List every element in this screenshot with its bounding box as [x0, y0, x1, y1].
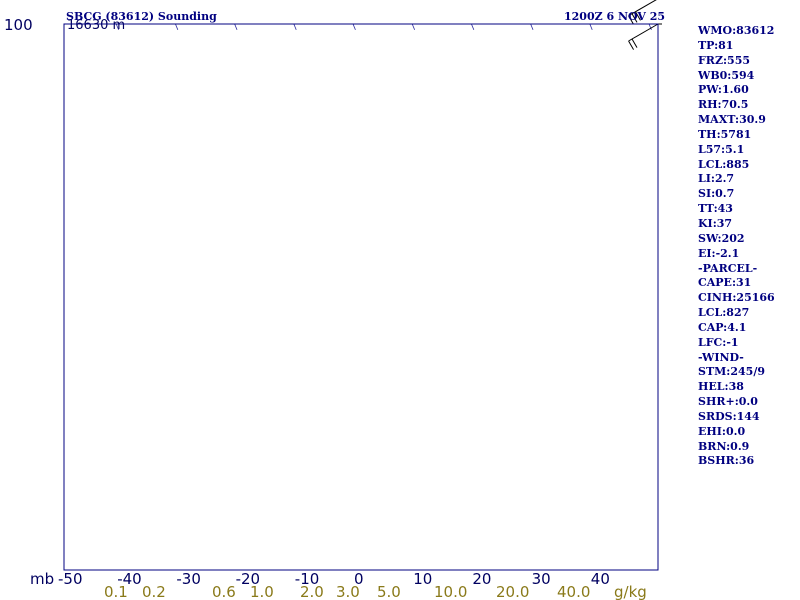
dry-adiabat	[261, 0, 800, 19]
index-item: SHR+:0.0	[698, 395, 758, 409]
dry-adiabat	[323, 0, 800, 19]
index-item: L57:5.1	[698, 142, 745, 156]
index-item: CAPE:31	[698, 276, 752, 290]
pressure-unit-label: mb	[30, 570, 54, 588]
index-item: -WIND-	[698, 350, 744, 364]
mixing-ratio-label: 0.1	[104, 583, 128, 600]
valid-time: 1200Z 6 NOV 25	[564, 10, 665, 23]
indices-panel: WMO:83612 TP:81 FRZ:555 WB0:594 PW:1.60 RH:70…	[698, 24, 800, 469]
pressure-tick-label: 100	[4, 16, 33, 34]
index-item: MAXT:30.9	[698, 113, 766, 127]
index-item: LCL:827	[698, 306, 750, 320]
index-item: TH:5781	[698, 127, 752, 141]
plot-background	[64, 24, 658, 570]
mixing-ratio-label: 10.0	[434, 583, 467, 600]
index-item: HEL:38	[698, 380, 744, 394]
station-title: SBCG (83612) Sounding	[66, 10, 217, 23]
dry-adiabat	[199, 0, 800, 19]
dry-adiabat	[230, 0, 800, 19]
plot-frame	[63, 23, 659, 571]
index-item: PW:1.60	[698, 83, 749, 97]
index-item: SRDS:144	[698, 409, 760, 423]
index-item: STM:245/9	[698, 365, 765, 379]
mixing-ratio-label: 3.0	[336, 583, 360, 600]
index-item: SI:0.7	[698, 187, 735, 201]
wind-barb-flag	[628, 15, 634, 25]
index-item: BRN:0.9	[698, 439, 750, 453]
wind-barb-staff	[628, 0, 657, 17]
dry-adiabat	[168, 0, 800, 19]
wind-barb-flag	[628, 40, 634, 50]
mixing-ratio-label: 1.0	[250, 583, 274, 600]
dry-adiabat	[137, 0, 800, 19]
temperature-tick-label: 20	[472, 570, 491, 588]
temperature-tick-label: 0	[354, 570, 364, 588]
temperature-tick-label: 30	[532, 570, 551, 588]
wind-barb-flag	[635, 11, 641, 21]
mixing-ratio-label: 0.6	[212, 583, 236, 600]
index-item: RH:70.5	[698, 98, 749, 112]
temperature-tick-label: -20	[236, 570, 261, 588]
wind-barb-flag	[631, 13, 638, 23]
mixing-ratio-label: 20.0	[496, 583, 529, 600]
height-label: 16630 m	[67, 18, 125, 33]
index-item: LCL:885	[698, 157, 750, 171]
index-item: KI:37	[698, 216, 733, 230]
index-item: BSHR:36	[698, 454, 755, 468]
index-item: FRZ:555	[698, 53, 751, 67]
index-item: WMO:83612	[698, 24, 775, 37]
wind-barb-flag	[631, 38, 638, 48]
index-item: WB0:594	[698, 68, 755, 82]
index-item: SW:202	[698, 231, 745, 245]
wind-barb-staff	[628, 23, 659, 42]
temperature-tick-label: 10	[413, 570, 432, 588]
dry-adiabat	[292, 0, 800, 19]
temperature-tick-label: -10	[295, 570, 320, 588]
index-item: LFC:-1	[698, 335, 739, 349]
temperature-tick-label: -50	[58, 570, 83, 588]
index-item: EHI:0.0	[698, 424, 746, 438]
mixing-ratio-label: 40.0	[557, 583, 590, 600]
mixing-ratio-unit: g/kg	[614, 583, 647, 600]
index-item: TT:43	[698, 202, 733, 216]
index-item: -PARCEL-	[698, 261, 758, 275]
mixing-ratio-label: 5.0	[377, 583, 401, 600]
index-item: LI:2.7	[698, 172, 735, 186]
mixing-ratio-label: 2.0	[300, 583, 324, 600]
index-item: CAP:4.1	[698, 320, 747, 334]
index-item: CINH:25166	[698, 291, 775, 305]
index-item: TP:81	[698, 38, 734, 52]
temperature-tick-label: 40	[591, 570, 610, 588]
index-item: EI:-2.1	[698, 246, 740, 260]
mixing-ratio-label: 0.2	[142, 583, 166, 600]
temperature-tick-label: -40	[117, 570, 142, 588]
temperature-tick-label: -30	[176, 570, 201, 588]
